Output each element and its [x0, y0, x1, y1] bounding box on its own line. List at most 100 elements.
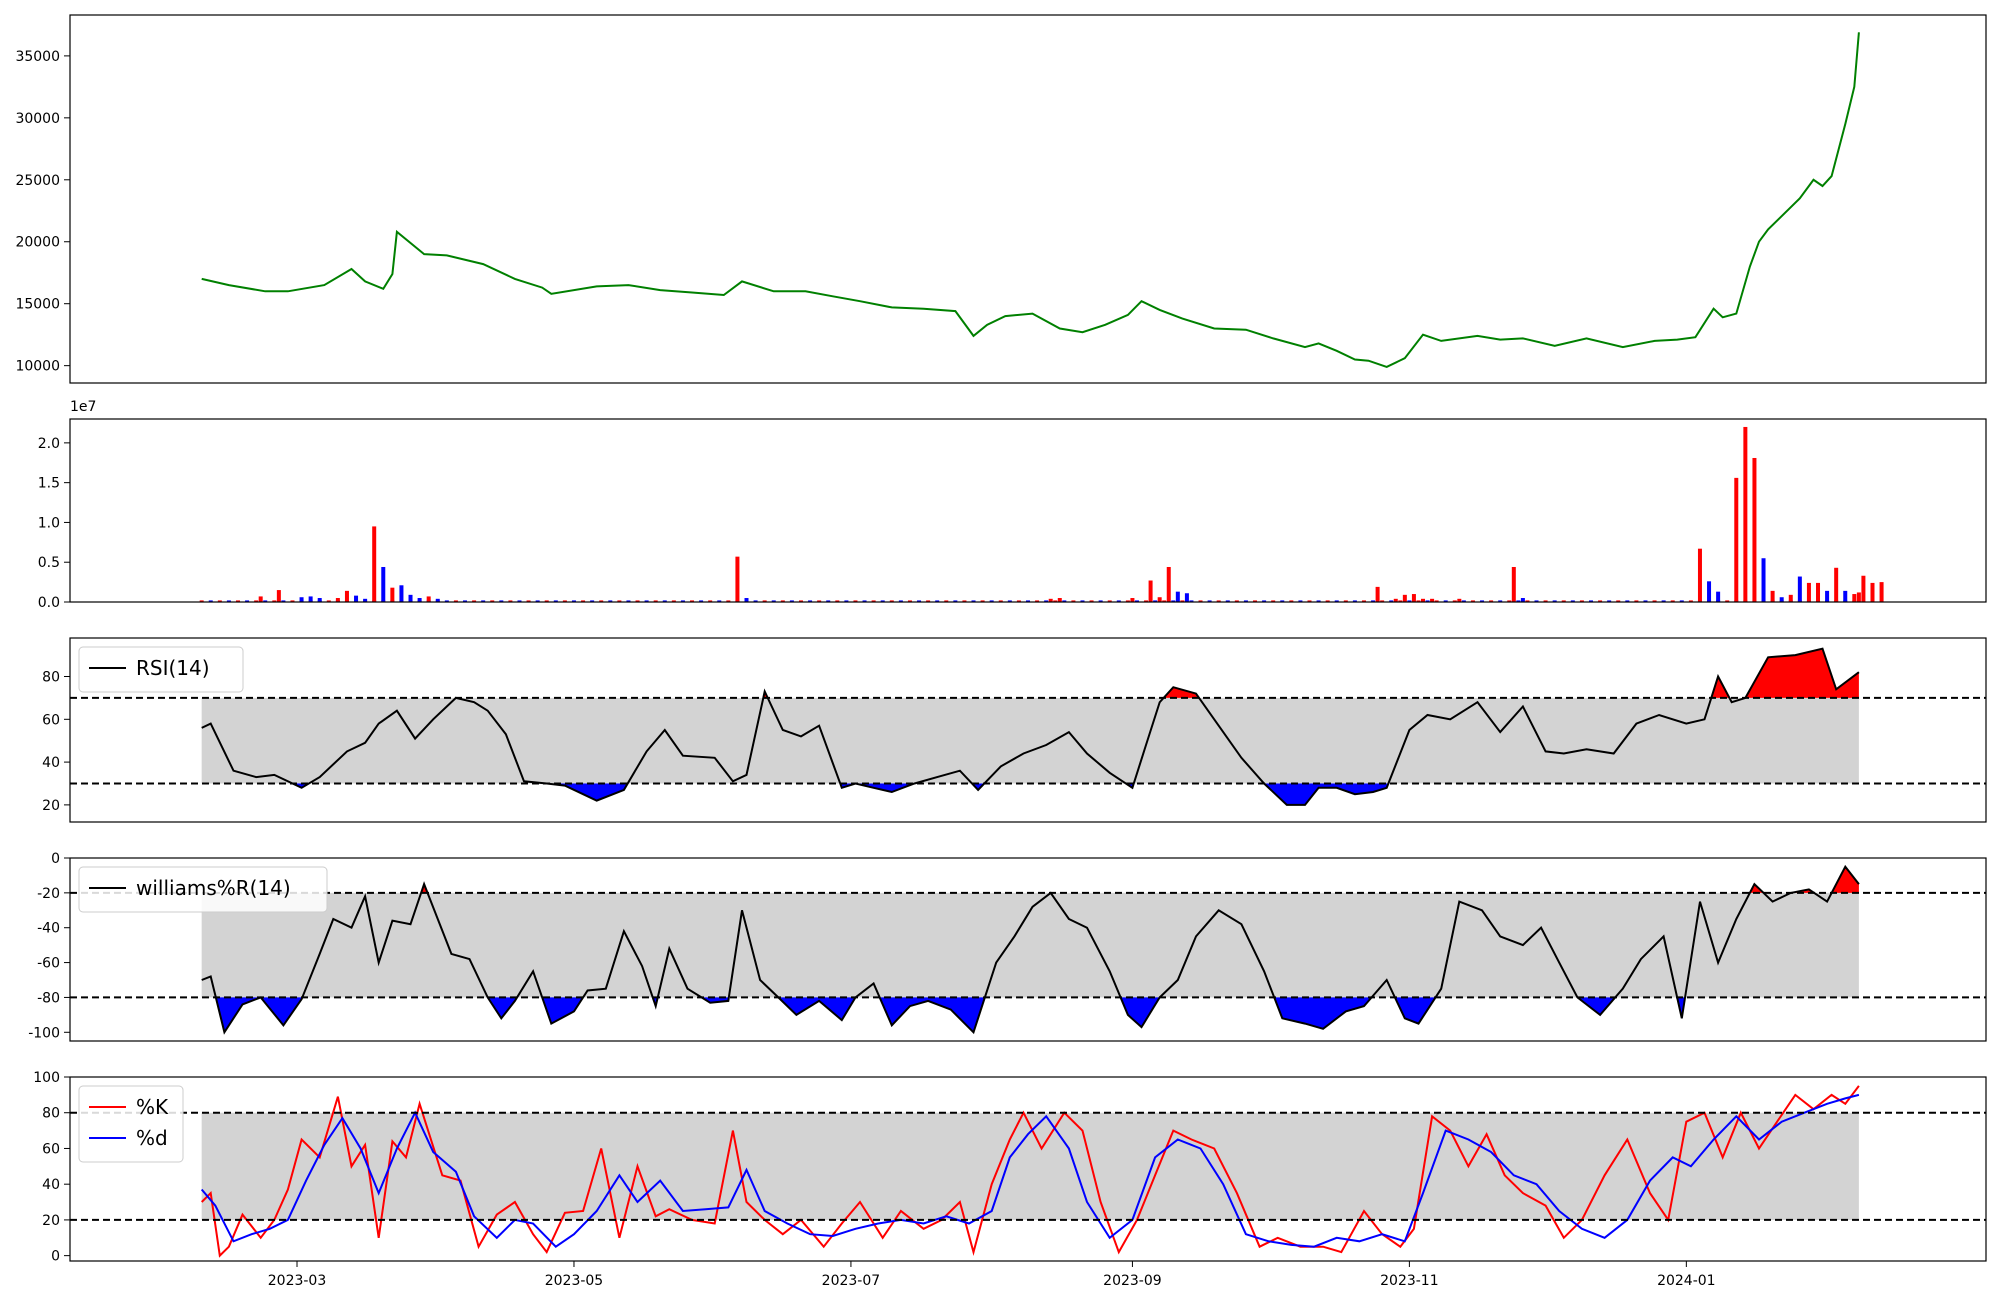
- y-tick-label: -80: [37, 990, 60, 1006]
- volume-bar: [608, 600, 613, 602]
- volume-bar: [680, 600, 685, 602]
- volume-bar: [581, 600, 586, 602]
- volume-bar: [1253, 600, 1258, 602]
- volume-bar: [744, 598, 749, 602]
- volume-bar: [1525, 600, 1530, 602]
- volume-bar: [526, 600, 531, 602]
- neutral-band: [201, 697, 1859, 784]
- y-tick-label: 25000: [15, 173, 60, 189]
- y-tick-label: 60: [42, 1141, 60, 1157]
- volume-bar: [844, 600, 849, 602]
- volume-bar: [1607, 600, 1612, 602]
- volume-bar: [1107, 600, 1112, 602]
- volume-bar: [1788, 594, 1793, 602]
- volume-bar: [1725, 600, 1730, 602]
- volume-bar: [1130, 598, 1135, 602]
- volume-bar: [1089, 600, 1094, 602]
- volume-bar: [1679, 600, 1684, 602]
- volume-bar: [699, 600, 704, 602]
- volume-bar: [1856, 592, 1861, 602]
- volume-bar: [1870, 582, 1875, 602]
- volume-bar: [1743, 426, 1748, 602]
- volume-bar: [208, 600, 213, 602]
- oversold-fill: [972, 783, 985, 790]
- volume-bar: [363, 598, 368, 602]
- x-tick-label: 2023-07: [822, 1273, 881, 1289]
- volume-bar: [935, 600, 940, 602]
- d-line: [200, 1093, 1860, 1249]
- volume-bar: [435, 598, 440, 602]
- volume-frame: [69, 418, 1987, 603]
- volume-bar: [372, 526, 377, 602]
- volume-bar: [1134, 600, 1139, 602]
- oversold-fill: [855, 783, 915, 792]
- y-tick-label: 2.0: [38, 436, 60, 452]
- volume-bar: [272, 600, 277, 602]
- volume-bar: [944, 600, 949, 602]
- oversold-fill: [1264, 783, 1389, 805]
- volume-bar: [1511, 566, 1516, 602]
- volume-panel: 0.0 0.5 1.0 1.5 2.0 1e7: [38, 399, 1987, 611]
- volume-bar: [1752, 457, 1757, 602]
- oversold-fill: [1577, 997, 1616, 1015]
- volume-bar: [1734, 477, 1739, 602]
- volume-bar: [571, 600, 576, 602]
- volume-bar: [1157, 597, 1162, 602]
- rsi-panel: 20 40 60 80 RSI(14): [42, 637, 1987, 823]
- oversold-fill: [1120, 997, 1160, 1028]
- volume-bar: [299, 597, 304, 602]
- volume-bar: [1153, 600, 1158, 602]
- volume-bar: [826, 600, 831, 602]
- volume-bar: [671, 600, 676, 602]
- volume-bar: [1162, 600, 1167, 602]
- volume-bar: [1298, 600, 1303, 602]
- volume-bar: [1457, 598, 1462, 602]
- stochastic-panel: 0 20 40 60 80 100 %K %d: [33, 1070, 1987, 1265]
- volume-bar: [1307, 600, 1312, 602]
- volume-bar: [1175, 591, 1180, 602]
- volume-bar: [1661, 600, 1666, 602]
- williams-frame: [69, 857, 1987, 1042]
- x-tick-label: 2023-05: [545, 1273, 604, 1289]
- volume-bar: [735, 556, 740, 602]
- volume-bar: [980, 600, 985, 602]
- volume-bar: [1198, 600, 1203, 602]
- y-tick-label: 30000: [15, 111, 60, 127]
- volume-bar: [1552, 600, 1557, 602]
- offset-label: 1e7: [70, 399, 96, 415]
- volume-bar: [1770, 590, 1775, 602]
- volume-bar: [1166, 566, 1171, 602]
- volume-bar: [1806, 582, 1811, 602]
- volume-bar: [553, 600, 558, 602]
- volume-bar: [917, 600, 922, 602]
- legend-label: williams%R(14): [136, 876, 291, 900]
- volume-bar: [853, 600, 858, 602]
- y-tick-label: 60: [42, 712, 60, 728]
- volume-bar: [1389, 600, 1394, 602]
- y-tick-label: 0.5: [38, 555, 60, 571]
- y-tick-label: -100: [28, 1025, 60, 1041]
- volume-bar: [1407, 600, 1412, 602]
- volume-bar: [1343, 600, 1348, 602]
- stochastic-frame: [69, 1076, 1987, 1262]
- volume-bar: [1598, 600, 1603, 602]
- volume-bar: [535, 600, 540, 602]
- y-tick-label: 100: [33, 1070, 60, 1086]
- volume-bar: [417, 598, 422, 602]
- y-tick-label: 20000: [15, 235, 60, 251]
- volume-bar: [1561, 600, 1566, 602]
- y-tick-label: 0: [51, 1249, 60, 1265]
- volume-bar: [1688, 600, 1693, 602]
- volume-bar: [317, 598, 322, 602]
- volume-bar: [1280, 600, 1285, 602]
- x-tick-label: 2023-09: [1103, 1273, 1162, 1289]
- volume-bar: [644, 600, 649, 602]
- volume-bar: [626, 600, 631, 602]
- volume-bar: [1171, 600, 1176, 602]
- volume-bar: [1534, 600, 1539, 602]
- volume-bar: [335, 598, 340, 602]
- volume-bar: [562, 600, 567, 602]
- volume-bar: [381, 566, 386, 602]
- k-line: [200, 1085, 1860, 1258]
- volume-bar: [1380, 600, 1385, 602]
